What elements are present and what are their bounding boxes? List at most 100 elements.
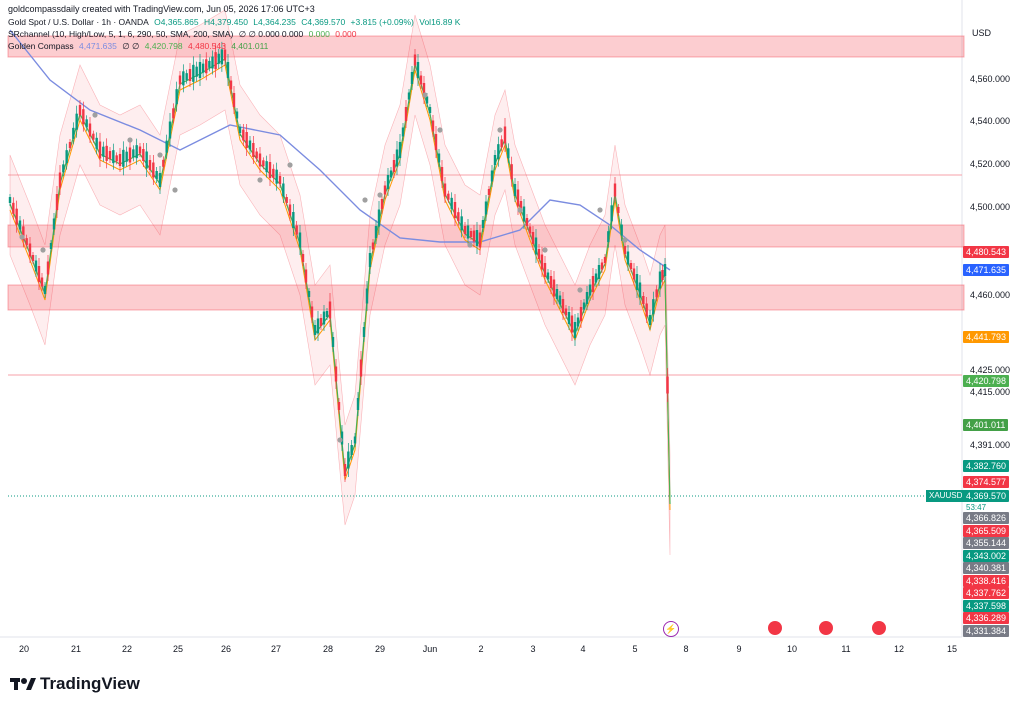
candle-body <box>620 224 623 236</box>
candle-body <box>472 230 476 242</box>
candle-body <box>75 113 78 130</box>
sr-zone <box>7 284 965 311</box>
candle-body <box>383 185 387 195</box>
price-label: 4,340.381 <box>963 562 1010 574</box>
candle-body <box>537 249 541 259</box>
candle-body <box>92 133 95 140</box>
candle-body <box>404 107 408 121</box>
candle-body <box>356 398 360 410</box>
candle-body <box>340 431 344 445</box>
candle-body <box>632 268 636 280</box>
candle-body <box>450 197 453 209</box>
candle-body <box>185 73 188 81</box>
candle-body <box>201 63 205 73</box>
us-flag-event-icon[interactable] <box>872 621 886 635</box>
candle-body <box>43 286 47 294</box>
price-axis-tick: 4,391.000 <box>970 440 1011 450</box>
tradingview-mark-icon <box>10 678 36 690</box>
candle-body <box>158 173 162 187</box>
candle-body <box>434 134 438 150</box>
candle-body <box>552 279 556 297</box>
candle-body <box>18 220 22 230</box>
tradingview-logo[interactable]: TradingView <box>10 674 140 694</box>
currency-label[interactable]: USD <box>972 28 992 38</box>
indicator-goldencompass[interactable]: Golden Compass 4,471.635 ∅ ∅ 4,420.798 4… <box>8 41 271 52</box>
candle-body <box>15 208 18 225</box>
candle-body <box>407 92 411 100</box>
candle-body <box>145 151 148 169</box>
candle-body <box>613 183 617 197</box>
price-label: 4,365.509 <box>963 525 1010 537</box>
candle-body <box>603 257 607 263</box>
candle-body <box>88 123 92 137</box>
price-axis-tick: 4,460.000 <box>970 290 1011 300</box>
candle-body <box>392 160 396 172</box>
candle-body <box>410 72 414 84</box>
signal-dot <box>377 192 383 198</box>
candle-body <box>350 445 353 455</box>
attribution-text: goldcompassdaily created with TradingVie… <box>8 4 315 14</box>
price-label: 4,420.798 <box>963 375 1010 387</box>
candle-body <box>331 337 335 347</box>
symbol-legend[interactable]: Gold Spot / U.S. Dollar · 1h · OANDA O4,… <box>8 17 463 27</box>
candle-body <box>25 238 28 246</box>
time-axis-tick: 26 <box>220 644 232 654</box>
lightning-event-icon[interactable]: ⚡ <box>663 621 679 637</box>
candle-body <box>570 315 574 333</box>
candle-body <box>125 151 128 162</box>
signal-dot <box>497 127 503 133</box>
candle-body <box>138 146 142 154</box>
us-flag-event-icon[interactable] <box>819 621 833 635</box>
time-axis-tick: 12 <box>893 644 905 654</box>
candle-body <box>248 140 252 150</box>
candle-body <box>626 251 630 265</box>
candle-body <box>178 75 182 85</box>
candle-body <box>192 64 195 82</box>
candle-body <box>555 289 559 299</box>
candle-body <box>507 148 510 159</box>
signal-dot <box>437 127 443 133</box>
candle-body <box>265 161 268 173</box>
candle-body <box>220 49 224 65</box>
candle-body <box>128 147 132 163</box>
candle-body <box>188 69 192 81</box>
indicator-srchannel-name: SRchannel (10, High/Low, 5, 1, 6, 290, 5… <box>8 29 234 39</box>
candle-body <box>262 160 265 167</box>
time-axis-tick: 29 <box>374 644 386 654</box>
us-flag-event-icon[interactable] <box>768 621 782 635</box>
indicator-goldencompass-v5: 4,401.011 <box>231 41 269 51</box>
candle-body <box>172 108 175 119</box>
candle-body <box>12 202 15 214</box>
candle-body <box>122 149 125 167</box>
candle-body <box>377 209 381 227</box>
time-axis-tick: 25 <box>172 644 184 654</box>
candle-body <box>362 327 366 337</box>
signal-dot <box>19 234 25 240</box>
candle-body <box>217 53 220 64</box>
candle-body <box>322 311 326 325</box>
signal-dot <box>622 237 628 243</box>
candle-body <box>8 197 12 203</box>
candle-body <box>288 204 292 216</box>
candle-body <box>484 201 488 215</box>
candle-body <box>285 197 288 203</box>
candle-body <box>513 184 517 196</box>
candle-body <box>242 129 245 141</box>
signal-dot <box>172 187 178 193</box>
time-axis-tick: 21 <box>70 644 82 654</box>
candle-body <box>226 62 230 78</box>
candle-body <box>585 292 589 304</box>
candle-body <box>567 312 571 324</box>
time-axis-tick: 10 <box>786 644 798 654</box>
indicator-srchannel[interactable]: SRchannel (10, High/Low, 5, 1, 6, 290, 5… <box>8 29 360 40</box>
candle-body <box>597 265 601 279</box>
candle-body <box>102 146 105 157</box>
candle-body <box>549 276 553 288</box>
candle-body <box>663 264 667 276</box>
price-label: 4,343.002 <box>963 550 1010 562</box>
candle-body <box>301 254 305 262</box>
candle-body <box>635 274 639 290</box>
time-axis-tick: 8 <box>683 644 689 654</box>
